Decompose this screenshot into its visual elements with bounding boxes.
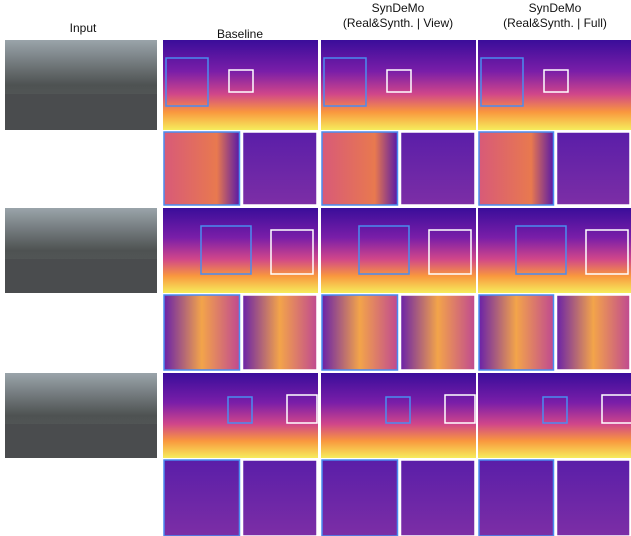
column-title: SynDeMo [372,1,425,15]
depth-map [163,208,318,293]
column-subtitle: (Real&Synth. | View) [343,16,453,30]
zoom-box-blue [165,57,209,107]
zoom-box-blue [385,396,411,424]
column-subtitle: (Real&Synth. | Full) [503,16,607,30]
zoom-box-white [428,229,472,275]
zoom-left [478,131,555,206]
depth-map [321,208,476,293]
zoom-box-white [386,69,412,93]
zoom-box-white [444,394,476,424]
road [5,259,157,293]
zoom-left [478,294,555,371]
depth-map [478,208,631,293]
zoom-right [555,294,631,371]
column-title: SynDeMo [529,1,582,15]
depth-map [321,40,476,130]
zoom-left [163,294,241,371]
zoom-box-blue [200,225,252,275]
zoom-right [399,294,476,371]
road [5,94,157,130]
zoom-left [321,459,399,536]
zoom-right [241,131,318,206]
zoom-box-blue [480,57,524,107]
depth-map [321,373,476,458]
road [5,424,157,458]
depth-map [478,40,631,130]
zoom-left [321,294,399,371]
column-title: Input [70,21,97,35]
zoom-left [321,131,399,206]
zoom-right [399,459,476,536]
column-title: Baseline [217,27,263,41]
zoom-left [163,459,241,536]
zoom-right [555,459,631,536]
zoom-box-white [228,69,254,93]
zoom-right [399,131,476,206]
zoom-box-blue [542,396,568,424]
zoom-box-blue [515,225,567,275]
zoom-left [163,131,241,206]
zoom-box-white [286,394,318,424]
zoom-box-white [601,394,631,424]
zoom-box-white [585,229,629,275]
depth-map [163,373,318,458]
zoom-right [241,294,318,371]
zoom-box-blue [323,57,367,107]
depth-map [163,40,318,130]
zoom-box-white [270,229,314,275]
zoom-box-blue [227,396,253,424]
zoom-left [478,459,555,536]
zoom-right [241,459,318,536]
zoom-box-white [543,69,569,93]
depth-map [478,373,631,458]
zoom-box-blue [358,225,410,275]
zoom-right [555,131,631,206]
